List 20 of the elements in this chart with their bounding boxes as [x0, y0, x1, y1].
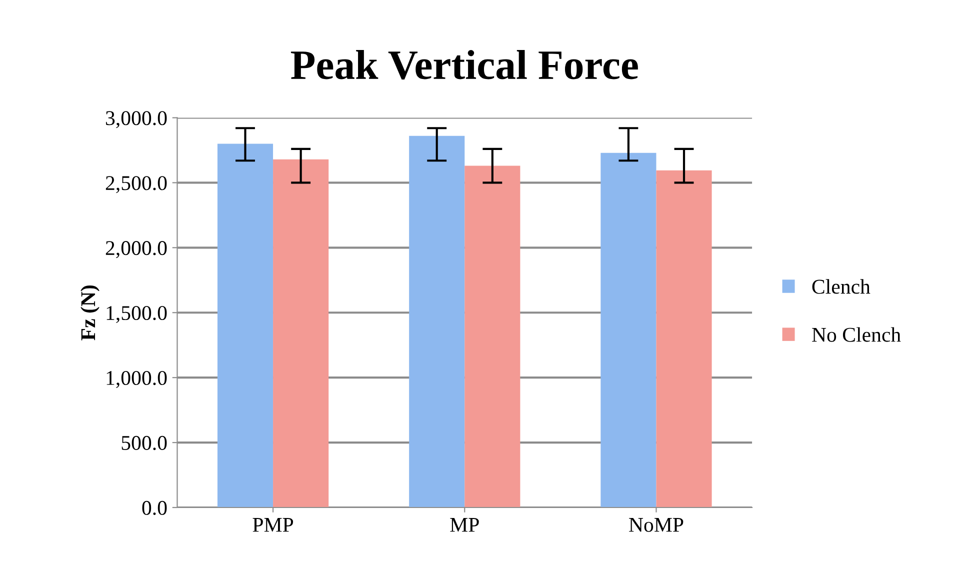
legend-label: No Clench — [812, 327, 901, 342]
y-tick-label: 1,500.0 — [106, 306, 167, 324]
y-tick-label: 2,000.0 — [106, 241, 167, 258]
y-tick-label: 3,000.0 — [106, 111, 167, 128]
y-axis-title: Fz (N) — [80, 285, 100, 340]
x-tick-label: NoMP — [629, 518, 684, 532]
bar — [273, 159, 329, 508]
y-tick-label: 0.0 — [142, 500, 167, 516]
bar — [656, 170, 712, 508]
bar — [409, 136, 465, 508]
chart-title: Peak Vertical Force — [290, 50, 638, 80]
x-tick-label: PMP — [252, 518, 294, 532]
bar — [464, 166, 520, 508]
y-tick-label: 2,500.0 — [106, 176, 167, 194]
bar — [600, 152, 656, 508]
legend-label: Clench — [812, 279, 870, 294]
y-tick-label: 1,000.0 — [106, 370, 167, 388]
y-tick-label: 500.0 — [122, 436, 167, 450]
x-tick-label: MP — [450, 518, 479, 532]
bar — [217, 144, 274, 508]
